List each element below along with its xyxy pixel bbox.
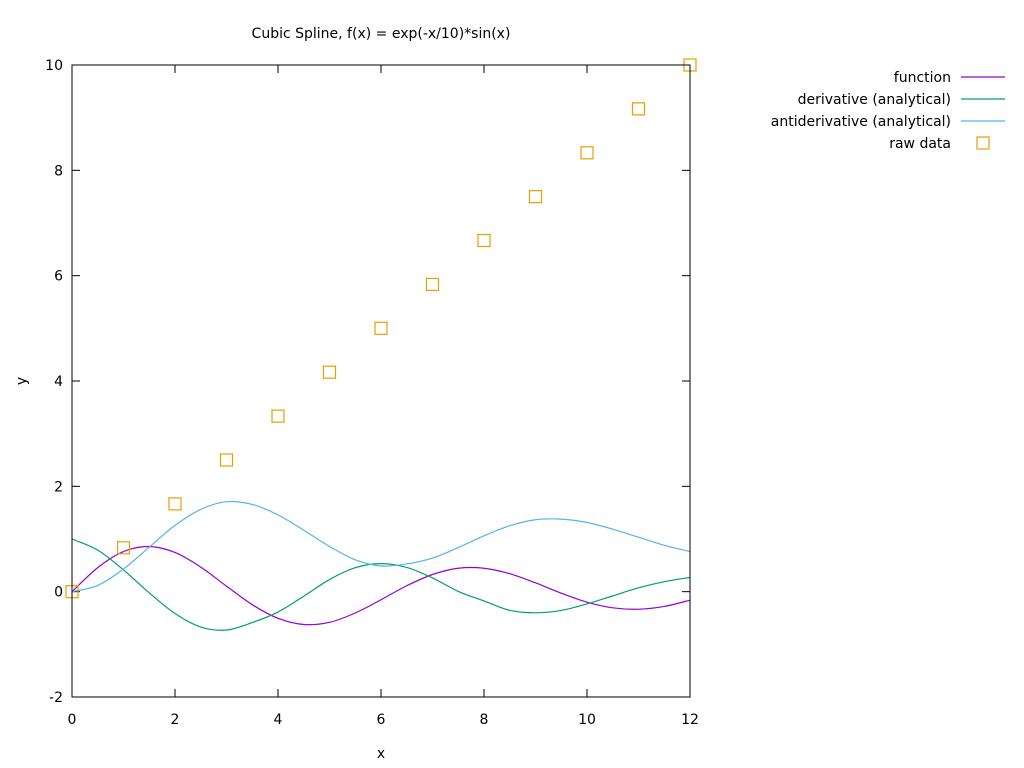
plot-frame <box>71 64 691 698</box>
x-tick-label: 4 <box>274 712 283 728</box>
data-point-raw-data <box>271 409 285 423</box>
legend-label-raw-data: raw data <box>889 136 951 152</box>
legend: function derivative (analytical) antideriv… <box>771 70 1005 152</box>
data-point-raw-data <box>528 190 543 204</box>
y-tick-label: 10 <box>45 58 63 74</box>
data-point-raw-data <box>425 277 440 292</box>
data-point-raw-data <box>116 541 131 555</box>
y-tick-label: 2 <box>54 479 63 495</box>
data-point-raw-data <box>322 365 337 379</box>
data-point-raw-data <box>219 453 234 467</box>
data-point-raw-data <box>168 497 182 511</box>
x-tick-label: 6 <box>377 712 386 728</box>
chart-title: Cubic Spline, f(x) = exp(-x/10)*sin(x) <box>252 26 511 42</box>
plot-layer <box>65 58 697 631</box>
series-line-function <box>71 545 691 626</box>
y-tick-label: 8 <box>54 163 63 179</box>
data-point-raw-data <box>580 146 594 160</box>
data-point-raw-data <box>631 102 646 116</box>
y-tick-label: 6 <box>54 269 63 285</box>
x-axis-label: x <box>377 746 385 762</box>
y-axis-label: y <box>14 377 30 385</box>
data-point-raw-data <box>477 233 491 248</box>
y-tick-label: 4 <box>54 374 63 390</box>
y-tick-label: -2 <box>49 690 63 706</box>
legend-swatch-raw-data <box>976 136 990 150</box>
x-tick-label: 12 <box>681 712 699 728</box>
series-line-antiderivative-analytical <box>71 500 691 593</box>
x-tick-label: 10 <box>578 712 596 728</box>
data-point-raw-data <box>374 321 388 335</box>
y-tick-label: 0 <box>54 585 63 601</box>
x-tick-label: 2 <box>171 712 180 728</box>
x-tick-label: 8 <box>480 712 489 728</box>
legend-label-antiderivative-analytical: antiderivative (analytical) <box>771 114 951 130</box>
legend-label-derivative-analytical: derivative (analytical) <box>798 92 951 108</box>
series-line-derivative-analytical <box>71 538 691 631</box>
legend-label-function: function <box>894 70 951 86</box>
x-tick-label: 0 <box>68 712 77 728</box>
tick-layer: 0 2 4 6 8 10 12 -2 0 2 4 6 8 10 <box>45 58 699 728</box>
